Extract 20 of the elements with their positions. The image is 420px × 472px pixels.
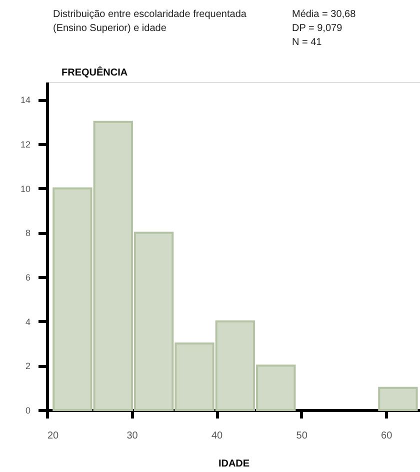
y-tick-label: 2	[25, 361, 30, 372]
x-tick-label: 60	[381, 430, 393, 442]
text: DP = 9,079	[292, 23, 343, 34]
y-tick-label: 12	[20, 140, 30, 150]
x-tick-label: 30	[126, 430, 138, 442]
y-tick-label: 4	[25, 316, 30, 327]
text: N = 41	[292, 37, 322, 48]
text: Distribuição entre escolaridade frequentada	[53, 9, 246, 20]
y-tick-label: 0	[25, 406, 30, 416]
x-tick-label: 50	[296, 430, 308, 442]
x-tick-label: 20	[48, 430, 60, 442]
text: Média = 30,68	[292, 9, 356, 20]
y-axis-title: FREQUÊNCIA	[62, 66, 128, 78]
x-axis-title: IDADE	[218, 458, 250, 470]
y-tick-label: 10	[20, 184, 30, 194]
x-tick-label: 40	[211, 430, 224, 442]
y-tick-label: 6	[25, 272, 30, 283]
y-tick-label: 8	[25, 228, 30, 238]
y-tick-label: 14	[20, 95, 30, 106]
text: (Ensino Superior) e idade	[53, 23, 166, 34]
